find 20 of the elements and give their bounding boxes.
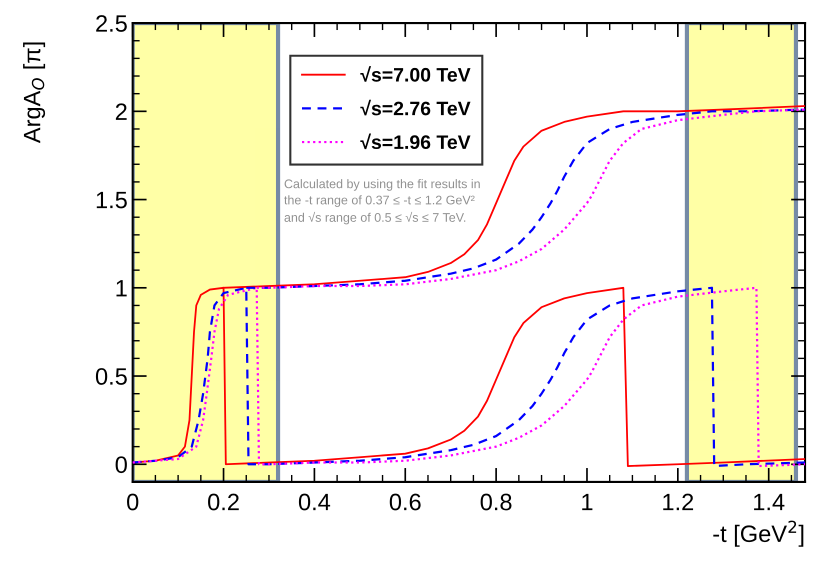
legend-label: √s=2.76 TeV: [360, 100, 471, 116]
annotation: Calculated by using the fit results in the -t range of 0.37 ≤ -t ≤ 1.2 GeV² and √s range of 0.5 ≤ √s ≤ 7 TeV.: [284, 179, 480, 224]
x-tick-label: 0.8: [480, 494, 512, 510]
x-tick-label: 1: [582, 494, 592, 510]
legend-label: √s=1.96 TeV: [360, 133, 471, 150]
y-axis-title: ArgA$_{O}$ [π]: [23, 42, 46, 144]
y-tick-label: 1.5: [96, 192, 127, 208]
y-tick-label: 2: [116, 103, 127, 120]
y-tick-label: 1: [116, 280, 127, 296]
x-tick-label: 0.4: [298, 494, 330, 510]
x-tick-label: 1.4: [754, 494, 784, 510]
y-tick-label: 0: [116, 456, 127, 474]
x-axis-title: -t [GeV$^{2}$]: [713, 520, 804, 547]
x-tick-label: 0.6: [390, 494, 421, 510]
x-tick-label: 0.2: [208, 494, 239, 510]
legend-label: √s=7.00 TeV: [360, 66, 471, 82]
y-tick-label: 2.5: [96, 15, 127, 32]
y-tick-label: 0.5: [96, 368, 127, 385]
x-tick-label: 0: [127, 494, 138, 510]
x-tick-label: 1.2: [663, 494, 694, 510]
